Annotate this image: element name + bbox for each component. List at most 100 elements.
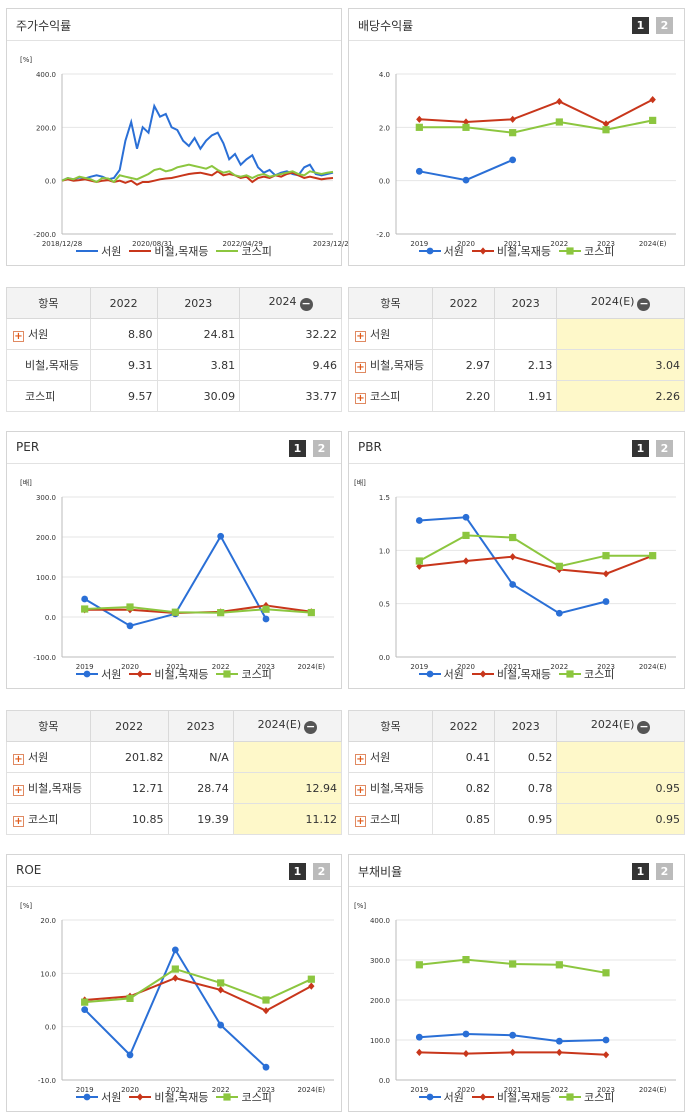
- legend: 서원 비철,목재등 코스피: [349, 666, 684, 682]
- page-1-button[interactable]: 1: [289, 863, 306, 880]
- legend-label: 서원: [101, 245, 122, 258]
- legend-symbol: [426, 247, 434, 255]
- page-2-button[interactable]: 2: [313, 863, 330, 880]
- row-name-cell: + 서원: [348, 741, 433, 773]
- row-name-label: 서원: [370, 328, 391, 341]
- page-1-button[interactable]: 1: [289, 440, 306, 457]
- column-header: 2023: [167, 710, 234, 742]
- table-cell: 12.71: [89, 772, 169, 804]
- page-1-button[interactable]: 1: [632, 440, 649, 457]
- x-tick-label: 2022: [550, 1086, 568, 1094]
- per-table: 항목 2022 2023 2024(E) − + 서원 201.82 N/A + 비철,목재등 12.…: [6, 710, 343, 835]
- series-line-2: [84, 977, 312, 1012]
- data-point: [217, 986, 224, 994]
- expand-plus-icon[interactable]: +: [355, 816, 366, 827]
- x-tick-label: 2023: [257, 1086, 275, 1094]
- expand-plus-icon[interactable]: +: [355, 331, 366, 342]
- data-point: [171, 946, 179, 954]
- expand-plus-icon[interactable]: +: [13, 816, 24, 827]
- table-row: + 비철,목재등 0.82 0.78 0.95: [348, 772, 685, 804]
- row-name-label: 서원: [28, 328, 49, 341]
- series-line-3: [419, 119, 653, 134]
- page-1-button[interactable]: 1: [632, 863, 649, 880]
- data-point: [649, 552, 657, 560]
- column-header-label: 항목: [38, 297, 59, 310]
- y-tick-label: 200.0: [370, 997, 390, 1005]
- x-tick-label: 2023: [597, 1086, 615, 1094]
- legend-marker: [471, 247, 494, 255]
- table-row: + 비철,목재등 12.71 28.74 12.94: [6, 772, 343, 804]
- collapse-minus-icon[interactable]: −: [304, 720, 318, 734]
- page-2-button[interactable]: 2: [656, 863, 673, 880]
- expand-plus-icon[interactable]: +: [13, 754, 24, 765]
- collapse-minus-icon[interactable]: −: [637, 297, 651, 311]
- legend-item: 비철,목재등: [471, 1089, 551, 1105]
- expand-plus-icon[interactable]: +: [355, 785, 366, 796]
- data-point: [415, 517, 423, 524]
- legend-label: 비철,목재등: [154, 245, 209, 258]
- data-point: [462, 1030, 470, 1038]
- legend: 서원 비철,목재등 코스피: [7, 666, 341, 682]
- panel-title: ROE: [16, 863, 42, 877]
- table-cell: 2.20: [431, 380, 496, 412]
- page-2-button[interactable]: 2: [656, 440, 673, 457]
- legend-item: 코스피: [558, 1089, 614, 1105]
- legend-label: 비철,목재등: [154, 1091, 209, 1104]
- data-point: [81, 605, 89, 613]
- column-header-label: 2022: [115, 719, 144, 733]
- column-header-label: 2022: [449, 296, 478, 310]
- data-point: [555, 609, 563, 617]
- legend-label: 비철,목재등: [496, 668, 551, 681]
- row-name-cell: + 서원: [6, 318, 91, 350]
- legend-label: 비철,목재등: [496, 245, 551, 258]
- data-point: [81, 1006, 89, 1013]
- page-2-button[interactable]: 2: [313, 440, 330, 457]
- column-header: 2023: [494, 287, 558, 319]
- y-tick-label: 200.0: [36, 534, 56, 542]
- data-point: [555, 1037, 563, 1045]
- x-tick-label: 2024(E): [639, 1086, 667, 1094]
- expand-plus-icon[interactable]: +: [13, 331, 24, 342]
- legend-symbol: [137, 1093, 144, 1101]
- data-point: [556, 1048, 563, 1056]
- legend-item: 코스피: [216, 666, 272, 682]
- data-point: [462, 956, 470, 964]
- expand-plus-icon[interactable]: +: [355, 393, 366, 404]
- series-line-3: [418, 534, 653, 568]
- expand-plus-icon[interactable]: +: [355, 754, 366, 765]
- y-tick-label: 300.0: [370, 957, 390, 965]
- table-cell: 11.12: [232, 803, 343, 835]
- x-tick-label: 2021: [504, 1086, 522, 1094]
- legend-marker: [76, 670, 99, 678]
- collapse-minus-icon[interactable]: −: [637, 720, 651, 734]
- collapse-minus-icon[interactable]: −: [299, 297, 313, 311]
- x-tick-label: 2019: [410, 663, 428, 671]
- table-cell: 8.80: [89, 318, 158, 350]
- table-cell: 0.95: [556, 803, 685, 835]
- data-point: [462, 513, 470, 521]
- legend-symbol: [83, 1093, 91, 1101]
- legend: 서원 비철,목재등 코스피: [7, 243, 341, 259]
- expand-plus-icon[interactable]: +: [355, 362, 366, 373]
- table-cell: [494, 318, 558, 350]
- legend-item: 서원: [76, 666, 121, 682]
- x-tick-label: 2023: [597, 663, 615, 671]
- table-cell: 32.22: [239, 318, 342, 350]
- column-header-label: 2024: [268, 295, 297, 308]
- data-point: [462, 1050, 470, 1058]
- page-1-button[interactable]: 1: [632, 17, 649, 34]
- legend-symbol: [426, 1093, 434, 1101]
- legend-symbol: [566, 670, 574, 678]
- series-line-3: [84, 605, 312, 614]
- x-tick-label: 2024(E): [639, 663, 667, 671]
- column-header-label: 2023: [511, 296, 540, 310]
- pbr-chart: [배] 1.5 1.0 0.5 0.0 2019 2020 2021 2022 2023 2024(…: [354, 478, 676, 671]
- expand-plus-icon[interactable]: +: [13, 785, 24, 796]
- legend: 서원 비철,목재등 코스피: [349, 1089, 684, 1105]
- page-2-button[interactable]: 2: [656, 17, 673, 34]
- table-cell: 0.41: [431, 741, 496, 773]
- y-tick-label: 0.0: [45, 1024, 56, 1032]
- data-point: [262, 605, 270, 613]
- table-cell: N/A: [167, 741, 234, 773]
- row-name-label: 비철,목재등: [370, 359, 425, 372]
